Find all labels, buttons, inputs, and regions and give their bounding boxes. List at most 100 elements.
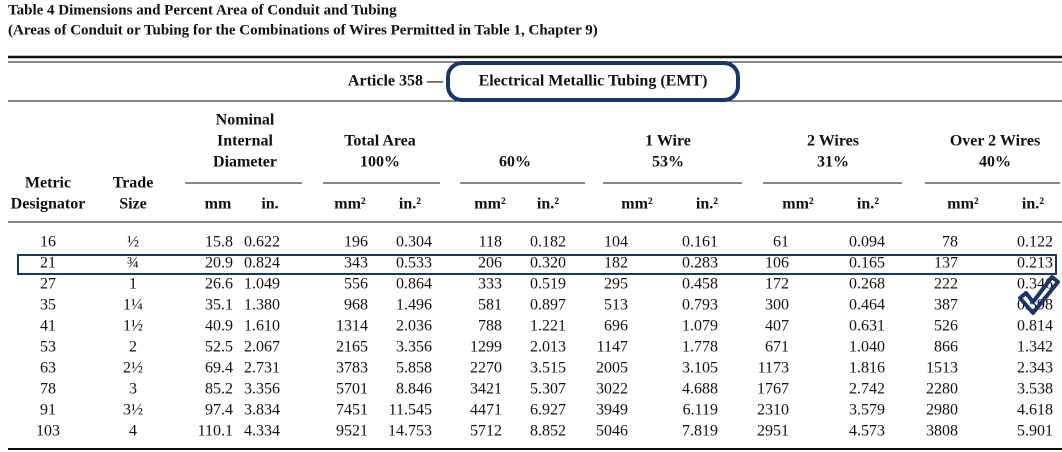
- cell: 16: [40, 234, 56, 251]
- cell: 343: [344, 255, 368, 272]
- column-header: 1 Wire: [645, 133, 691, 150]
- cell: 581: [478, 297, 502, 314]
- cell: 2951: [757, 423, 789, 440]
- cell: ½: [127, 234, 139, 251]
- cell: 1767: [757, 381, 789, 398]
- cell: 4: [129, 423, 137, 440]
- cell: 3.356: [244, 381, 280, 398]
- column-header: Total Area: [344, 133, 416, 150]
- cell: 0.320: [530, 255, 566, 272]
- title: Table 4 Dimensions and Percent Area of C…: [8, 2, 397, 18]
- cell: 97.4: [205, 402, 233, 419]
- cell: 3.538: [1017, 381, 1053, 398]
- cell: 110.1: [198, 423, 233, 440]
- cell: 2.013: [530, 339, 566, 356]
- cell: 0.824: [244, 255, 280, 272]
- cell: 788: [478, 318, 502, 335]
- cell: 137: [934, 255, 958, 272]
- cell: 968: [344, 297, 368, 314]
- column-header: Nominal: [216, 112, 275, 129]
- cell: 0.533: [396, 255, 432, 272]
- cell: 1.496: [396, 297, 432, 314]
- cell: 4.573: [849, 423, 885, 440]
- cell: 41: [40, 318, 56, 335]
- cell: 104: [604, 234, 628, 251]
- cell: 4.618: [1017, 402, 1053, 419]
- cell: 0.161: [682, 234, 718, 251]
- cell: 78: [942, 234, 958, 251]
- cell: 2005: [596, 360, 628, 377]
- cell: 2280: [926, 381, 958, 398]
- cell: 15.8: [205, 234, 233, 251]
- cell: 1173: [758, 360, 789, 377]
- cell: 696: [604, 318, 628, 335]
- cell: 6.927: [530, 402, 566, 419]
- cell: 26.6: [205, 276, 233, 293]
- cell: 0.631: [849, 318, 885, 335]
- cell: 1.342: [1017, 339, 1053, 356]
- cell: 63: [40, 360, 56, 377]
- unit-header: mm²: [947, 196, 979, 213]
- cell: 1.816: [849, 360, 885, 377]
- cell: 196: [344, 234, 368, 251]
- cell: 85.2: [205, 381, 233, 398]
- cell: 3.579: [849, 402, 885, 419]
- cell: 333: [478, 276, 502, 293]
- unit-header: in.²: [857, 196, 879, 213]
- cell: 2165: [336, 339, 368, 356]
- cell: 3: [129, 381, 137, 398]
- cell: 866: [934, 339, 958, 356]
- cell: 35: [40, 297, 56, 314]
- cell: 1: [129, 276, 137, 293]
- cell: 11.545: [389, 402, 432, 419]
- cell: 1.380: [244, 297, 280, 314]
- cell: 20.9: [205, 255, 233, 272]
- cell: 556: [344, 276, 368, 293]
- cell: 3.834: [244, 402, 280, 419]
- cell: 3.105: [682, 360, 718, 377]
- cell: 0.213: [1017, 255, 1053, 272]
- unit-header: in.²: [1022, 196, 1044, 213]
- cell: 78: [40, 381, 56, 398]
- cell: 1299: [470, 339, 502, 356]
- cell: 3808: [926, 423, 958, 440]
- cell: 206: [478, 255, 502, 272]
- cell: 1.221: [530, 318, 566, 335]
- cell: 2.731: [244, 360, 280, 377]
- cell: 3.356: [396, 339, 432, 356]
- cell: 0.793: [682, 297, 718, 314]
- cell: 2980: [926, 402, 958, 419]
- cell: 5.307: [530, 381, 566, 398]
- cell: 407: [765, 318, 789, 335]
- cell: 5.901: [1017, 423, 1053, 440]
- cell: 0.165: [849, 255, 885, 272]
- cell: 0.283: [682, 255, 718, 272]
- column-header: 2 Wires: [807, 133, 859, 150]
- cell: 3½: [123, 402, 143, 419]
- column-header: 53%: [652, 154, 684, 171]
- unit-header: mm: [205, 196, 232, 213]
- cell: 3421: [470, 381, 502, 398]
- unit-header: in.²: [696, 196, 718, 213]
- cell: ¾: [127, 255, 139, 272]
- cell: 2.067: [244, 339, 280, 356]
- cell: 1513: [926, 360, 958, 377]
- cell: 7451: [336, 402, 368, 419]
- column-header: Designator: [11, 196, 86, 213]
- cell: 4.688: [682, 381, 718, 398]
- cell: 8.846: [396, 381, 432, 398]
- cell: 14.753: [388, 423, 432, 440]
- cell: 5701: [336, 381, 368, 398]
- cell: 222: [934, 276, 958, 293]
- cell: 9521: [336, 423, 368, 440]
- cell: 0.519: [530, 276, 566, 293]
- unit-header: mm²: [474, 196, 506, 213]
- column-header: 31%: [817, 154, 849, 171]
- cell: 7.819: [682, 423, 718, 440]
- unit-header: mm²: [621, 196, 653, 213]
- cell: 3783: [336, 360, 368, 377]
- cell: 0.464: [849, 297, 885, 314]
- column-header: 40%: [979, 154, 1011, 171]
- article: Article 358 —: [348, 73, 444, 90]
- cell: 0.268: [849, 276, 885, 293]
